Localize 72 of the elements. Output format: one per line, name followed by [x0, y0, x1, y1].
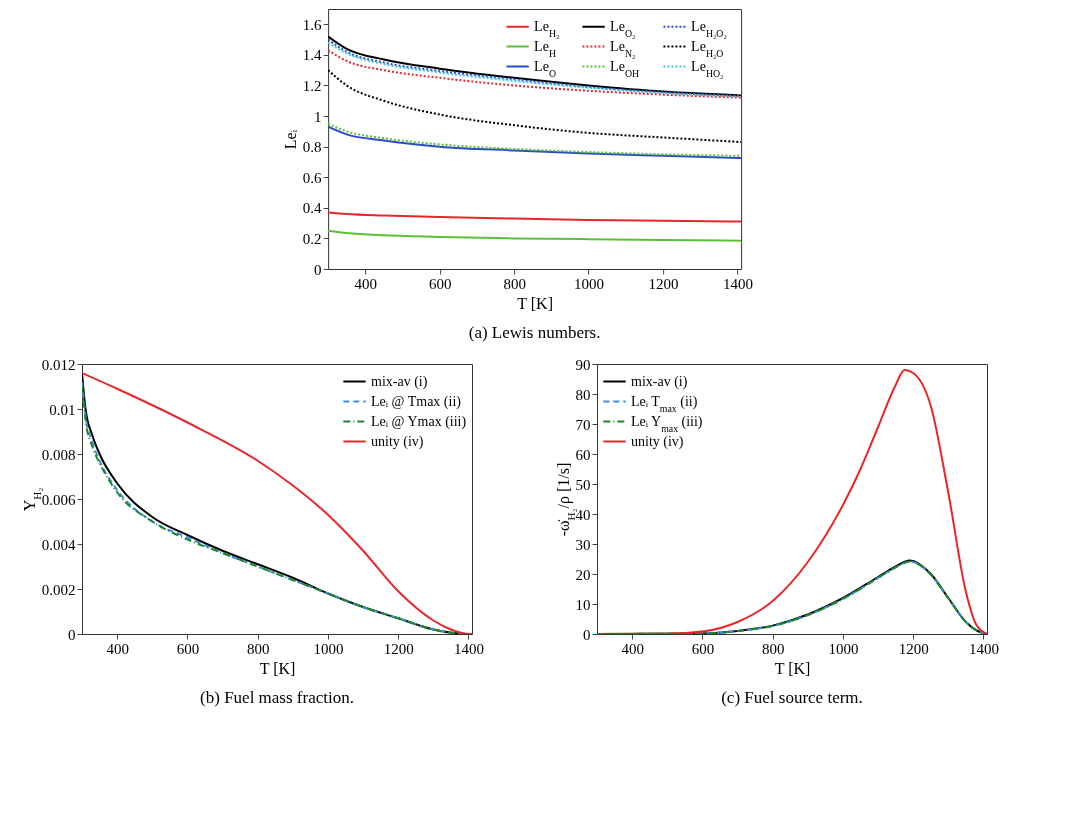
legend-label: Leᵢ @ Tmax (ii): [371, 393, 462, 410]
y-tick-label: 80: [575, 386, 591, 403]
legend-label: Le$_{H}$: [534, 38, 556, 58]
y-tick-label: 30: [575, 536, 591, 553]
y-tick-label: 40: [575, 506, 591, 523]
x-tick-label: 600: [691, 640, 715, 657]
x-axis-title: T [K]: [259, 659, 296, 677]
legend-label: Le$_{N₂}$: [610, 38, 636, 58]
y-tick-label: 0: [314, 261, 322, 278]
x-tick-label: 400: [354, 275, 378, 292]
y-tick-label: 0.004: [41, 536, 77, 553]
y-tick-label: 1: [314, 108, 322, 125]
y-tick-label: 1.6: [302, 16, 323, 33]
y-tick-label: 0.6: [302, 169, 323, 186]
text: (c) Fuel source term.: [721, 688, 863, 707]
y-tick-label: 90: [575, 356, 591, 373]
y-tick-label: 50: [575, 476, 591, 493]
x-tick-label: 1200: [898, 640, 929, 657]
legend-label: Leᵢ T$_{max}$ (ii): [631, 393, 698, 413]
y-tick-label: 0.008: [41, 446, 76, 463]
x-tick-label: 600: [428, 275, 452, 292]
x-tick-label: 400: [106, 640, 129, 657]
legend-label: Le$_{O}$: [534, 58, 556, 78]
y-tick-label: 0.002: [41, 581, 76, 598]
legend-label: mix-av (i): [371, 373, 428, 390]
x-axis-title: T [K]: [774, 659, 811, 677]
x-tick-label: 800: [503, 275, 526, 292]
text: (a) Lewis numbers.: [468, 323, 601, 342]
text: (b) Fuel mass fraction.: [200, 688, 354, 707]
y-tick-label: 0.4: [302, 200, 323, 217]
legend-label: Leᵢ Y$_{max}$ (iii): [631, 413, 703, 433]
x-tick-label: 800: [761, 640, 785, 657]
line-series: [597, 369, 988, 634]
y-tick-label: 0.006: [41, 491, 77, 508]
x-tick-label: 1400: [453, 640, 484, 657]
legend-label: Le$_{H₂}$: [534, 18, 560, 39]
y-tick-label: 0.2: [302, 230, 322, 247]
x-tick-label: 1200: [383, 640, 414, 657]
y-tick-label: 0.8: [302, 139, 322, 156]
legend-label: Le$_{H₂O}$: [691, 38, 724, 58]
legend-label: Le$_{O₂}$: [610, 18, 636, 39]
legend-label: Le$_{HO₂}$: [691, 58, 724, 78]
x-axis-title: T [K]: [517, 294, 553, 312]
legend-label: unity (iv): [371, 433, 424, 450]
x-tick-label: 1000: [313, 640, 344, 657]
line-series: [328, 211, 742, 223]
x-tick-label: 400: [621, 640, 644, 657]
legend-label: Le$_{OH}$: [610, 58, 640, 78]
x-tick-label: 800: [246, 640, 270, 657]
line-series: [328, 49, 742, 99]
y-axis-title: Leᵢ: [281, 129, 299, 150]
legend-label: Leᵢ @ Ymax (iii): [371, 413, 467, 430]
y-tick-label: 0.012: [41, 356, 76, 373]
legend-label: Le$_{H₂O₂}$: [691, 18, 727, 39]
y-tick-label: 10: [575, 596, 591, 613]
y-tick-label: 0: [68, 626, 76, 643]
x-tick-label: 1000: [828, 640, 859, 657]
y-tick-label: 60: [575, 446, 591, 463]
legend-label: mix-av (i): [631, 373, 688, 390]
y-tick-label: 0: [583, 626, 591, 643]
y-tick-label: 20: [575, 566, 591, 583]
x-tick-label: 600: [176, 640, 200, 657]
y-tick-label: 70: [575, 416, 591, 433]
line-series: [328, 229, 742, 242]
x-tick-label: 1400: [722, 275, 753, 292]
x-tick-label: 1400: [968, 640, 999, 657]
y-tick-label: 1.2: [302, 77, 322, 94]
x-tick-label: 1200: [648, 275, 679, 292]
y-tick-label: 1.4: [302, 47, 323, 64]
x-tick-label: 1000: [574, 275, 605, 292]
legend-label: unity (iv): [631, 433, 684, 450]
y-tick-label: 0.01: [49, 401, 76, 418]
